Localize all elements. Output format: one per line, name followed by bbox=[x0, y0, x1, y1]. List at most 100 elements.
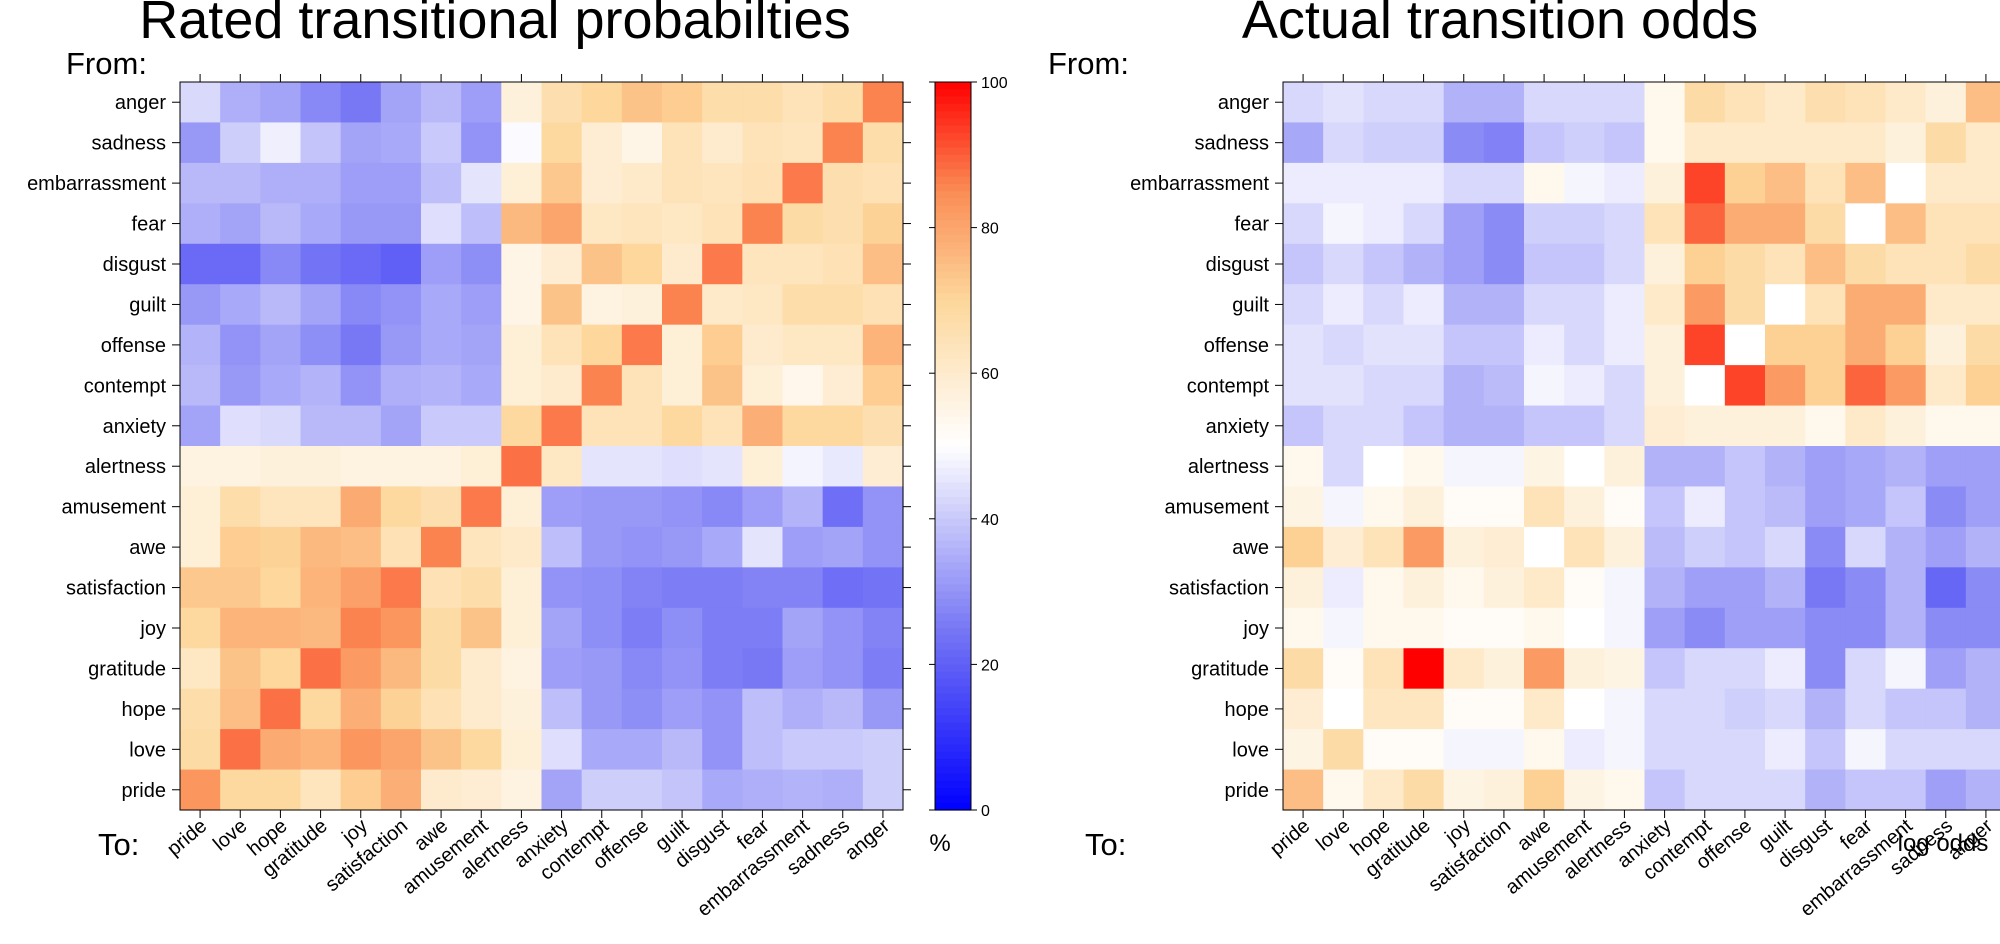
actual-cell-satisfaction-to-fear bbox=[1845, 567, 1887, 609]
actual-cell-awe-to-anxiety bbox=[1644, 526, 1686, 568]
actual-cell-fear-to-fear bbox=[1845, 203, 1887, 245]
rated-cell-gratitude-to-fear bbox=[742, 648, 784, 690]
rated-cell-joy-to-sadness bbox=[822, 607, 864, 649]
actual-row-label: contempt bbox=[1187, 375, 1270, 397]
actual-cell-pride-to-sadness bbox=[1925, 769, 1967, 811]
rated-cell-awe-to-love bbox=[220, 526, 261, 568]
rated-cell-amusement-to-hope bbox=[260, 486, 302, 528]
rated-colorbar-segment bbox=[935, 577, 971, 585]
actual-cell-offense-to-embarrassment bbox=[1885, 324, 1927, 366]
actual-cell-anxiety-to-love bbox=[1323, 405, 1364, 447]
rated-cell-awe-to-disgust bbox=[702, 526, 743, 568]
actual-cell-love-to-embarrassment bbox=[1885, 729, 1927, 771]
rated-cell-hope-to-gratitude bbox=[300, 688, 342, 730]
rated-cell-love-to-gratitude bbox=[300, 729, 342, 771]
rated-cell-alertness-to-embarrassment bbox=[782, 446, 824, 488]
rated-cell-offense-to-hope bbox=[260, 324, 302, 366]
rated-cell-pride-to-anger bbox=[862, 769, 904, 811]
rated-cell-amusement-to-guilt bbox=[662, 486, 703, 528]
actual-cell-love-to-pride bbox=[1283, 729, 1324, 771]
actual-cell-joy-to-joy bbox=[1443, 607, 1485, 649]
actual-cell-satisfaction-to-love bbox=[1323, 567, 1364, 609]
actual-cell-anxiety-to-amusement bbox=[1564, 405, 1605, 447]
rated-cell-embarrassment-to-embarrassment bbox=[782, 162, 824, 204]
rated-colorbar-segment bbox=[935, 307, 971, 316]
rated-cell-gratitude-to-amusement bbox=[461, 648, 502, 690]
rated-cell-contempt-to-disgust bbox=[702, 365, 743, 407]
rated-cell-disgust-to-contempt bbox=[581, 243, 623, 285]
rated-cell-pride-to-sadness bbox=[822, 769, 864, 811]
actual-cell-embarrassment-to-gratitude bbox=[1403, 162, 1445, 204]
rated-cell-offense-to-love bbox=[220, 324, 261, 366]
rated-cell-offense-to-sadness bbox=[822, 324, 864, 366]
rated-colorbar-segment bbox=[935, 132, 971, 141]
rated-cell-sadness-to-joy bbox=[340, 122, 382, 164]
actual-cell-fear-to-hope bbox=[1363, 203, 1405, 245]
actual-cell-satisfaction-to-pride bbox=[1283, 567, 1324, 609]
rated-cell-gratitude-to-offense bbox=[621, 648, 663, 690]
rated-cell-love-to-offense bbox=[621, 729, 663, 771]
actual-cell-fear-to-satisfaction bbox=[1483, 203, 1525, 245]
actual-cell-love-to-love bbox=[1323, 729, 1364, 771]
actual-cell-awe-to-hope bbox=[1363, 526, 1405, 568]
rated-cell-joy-to-contempt bbox=[581, 607, 623, 649]
actual-cell-satisfaction-to-embarrassment bbox=[1885, 567, 1927, 609]
actual-cell-disgust-to-alertness bbox=[1604, 243, 1646, 285]
rated-cell-offense-to-disgust bbox=[702, 324, 743, 366]
rated-cell-anger-to-anxiety bbox=[541, 82, 583, 124]
actual-cell-guilt-to-satisfaction bbox=[1483, 284, 1525, 326]
actual-cell-contempt-to-anxiety bbox=[1644, 365, 1686, 407]
rated-row-label: sadness bbox=[92, 133, 167, 155]
actual-cell-gratitude-to-gratitude bbox=[1403, 648, 1445, 690]
rated-cell-fear-to-embarrassment bbox=[782, 203, 824, 245]
rated-cell-amusement-to-satisfaction bbox=[380, 486, 422, 528]
rated-colorbar-segment bbox=[935, 729, 971, 738]
actual-cell-satisfaction-to-alertness bbox=[1604, 567, 1646, 609]
actual-cell-alertness-to-contempt bbox=[1684, 446, 1726, 488]
rated-colorbar-segment bbox=[935, 766, 971, 775]
actual-cell-amusement-to-hope bbox=[1363, 486, 1405, 528]
actual-cell-hope-to-hope bbox=[1363, 688, 1405, 730]
actual-cell-anger-to-gratitude bbox=[1403, 82, 1445, 124]
actual-cell-fear-to-offense bbox=[1724, 203, 1766, 245]
actual-cell-anxiety-to-contempt bbox=[1684, 405, 1726, 447]
rated-colorbar-segment bbox=[935, 285, 971, 294]
rated-cell-embarrassment-to-love bbox=[220, 162, 261, 204]
rated-colorbar-segment bbox=[935, 518, 971, 527]
actual-cell-guilt-to-embarrassment bbox=[1885, 284, 1927, 326]
actual-cell-love-to-disgust bbox=[1805, 729, 1846, 771]
actual-cell-embarrassment-to-anger bbox=[1965, 162, 2000, 204]
rated-cell-hope-to-amusement bbox=[461, 688, 502, 730]
rated-cell-offense-to-joy bbox=[340, 324, 382, 366]
rated-cell-embarrassment-to-awe bbox=[421, 162, 462, 204]
rated-cell-pride-to-amusement bbox=[461, 769, 502, 811]
rated-cell-guilt-to-disgust bbox=[702, 284, 743, 326]
rated-cell-offense-to-awe bbox=[421, 324, 462, 366]
actual-cell-sadness-to-amusement bbox=[1564, 122, 1605, 164]
rated-cell-anger-to-joy bbox=[340, 82, 382, 124]
rated-colorbar-tick-label: 60 bbox=[981, 366, 999, 383]
rated-colorbar-segment bbox=[935, 598, 971, 607]
rated-colorbar-segment bbox=[935, 467, 971, 476]
rated-colorbar-segment bbox=[935, 708, 971, 716]
rated-cell-love-to-satisfaction bbox=[380, 729, 422, 771]
actual-cell-joy-to-contempt bbox=[1684, 607, 1726, 649]
rated-colorbar-segment bbox=[935, 489, 971, 498]
actual-cell-offense-to-guilt bbox=[1765, 324, 1806, 366]
rated-cell-disgust-to-sadness bbox=[822, 243, 864, 285]
rated-colorbar-segment bbox=[935, 336, 971, 345]
actual-cell-anxiety-to-disgust bbox=[1805, 405, 1846, 447]
rated-cell-sadness-to-sadness bbox=[822, 122, 864, 164]
actual-to-label: To: bbox=[1085, 827, 1126, 862]
actual-cell-anxiety-to-embarrassment bbox=[1885, 405, 1927, 447]
rated-cell-love-to-pride bbox=[180, 729, 221, 771]
rated-cell-alertness-to-love bbox=[220, 446, 261, 488]
actual-cell-gratitude-to-anger bbox=[1965, 648, 2000, 690]
actual-cell-guilt-to-pride bbox=[1283, 284, 1324, 326]
rated-cell-joy-to-pride bbox=[180, 607, 221, 649]
rated-colorbar-tick-label: 0 bbox=[981, 803, 990, 820]
actual-cell-awe-to-satisfaction bbox=[1483, 526, 1525, 568]
actual-cell-guilt-to-sadness bbox=[1925, 284, 1967, 326]
actual-cell-fear-to-anger bbox=[1965, 203, 2000, 245]
actual-cell-anger-to-anger bbox=[1965, 82, 2000, 124]
